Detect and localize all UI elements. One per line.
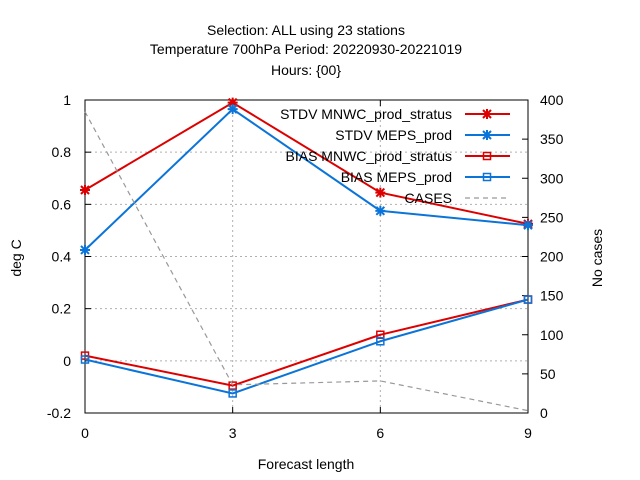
y-tick-label: 0.8 — [52, 144, 72, 160]
series-line — [84, 107, 529, 251]
x-tick-label: 3 — [229, 425, 237, 441]
x-tick-label: 0 — [81, 425, 89, 441]
square-marker — [228, 381, 237, 390]
y2-axis-label: No cases — [589, 229, 605, 287]
title-line-3: Hours: {00} — [271, 62, 341, 78]
square-marker — [80, 355, 90, 364]
y-tick-label: -0.2 — [47, 405, 71, 421]
y2-tick-label: 150 — [540, 288, 564, 304]
star-marker — [375, 205, 386, 216]
star-marker — [227, 104, 238, 115]
title-line-2: Temperature 700hPa Period: 20220930-2022… — [150, 41, 462, 57]
x-axis-label: Forecast length — [258, 456, 355, 472]
title-line-1: Selection: ALL using 23 stations — [207, 22, 405, 38]
y2-tick-label: 300 — [540, 170, 564, 186]
square-marker — [228, 389, 237, 398]
legend-label: BIAS MEPS_prod — [341, 169, 452, 185]
y2-tick-label: 350 — [540, 131, 564, 147]
axes: -0.2 0 0.2 0.4 0.6 0.8 1 0 50 100 150 200 250 300 350 4… — [47, 92, 564, 441]
y-tick-label: 0.2 — [52, 301, 72, 317]
star-marker — [80, 244, 90, 255]
y2-tick-label: 50 — [540, 366, 556, 382]
square-marker — [523, 295, 533, 304]
square-marker — [482, 151, 492, 161]
series-line — [84, 298, 529, 387]
legend-label: STDV MEPS_prod — [335, 127, 452, 143]
y-tick-label: 0 — [63, 353, 71, 369]
legend: STDV MNWC_prod_stratus STDV MEPS_prod BIAS… — [280, 106, 510, 206]
y-tick-label: 1 — [63, 92, 71, 108]
y2-tick-label: 200 — [540, 249, 564, 265]
y2-tick-label: 0 — [540, 405, 548, 421]
star-marker — [523, 220, 533, 231]
star-marker — [375, 187, 386, 198]
legend-label: CASES — [405, 190, 452, 206]
series-layer — [80, 97, 533, 412]
chart-title: Selection: ALL using 23 stations Tempera… — [150, 22, 462, 78]
y-tick-label: 0.4 — [52, 249, 72, 265]
y-axis-label: deg C — [8, 239, 24, 276]
x-tick-label: 9 — [524, 425, 532, 441]
x-tick-label: 6 — [376, 425, 384, 441]
star-marker — [482, 130, 492, 140]
series-line — [84, 111, 529, 412]
plot-frame — [84, 99, 529, 414]
star-marker — [80, 184, 90, 195]
y2-tick-label: 100 — [540, 327, 564, 343]
y2-tick-label: 400 — [540, 92, 564, 108]
series-line — [84, 101, 529, 225]
series-line — [84, 298, 529, 395]
y-tick-label: 0.6 — [52, 196, 72, 212]
star-marker — [482, 109, 492, 119]
legend-label: STDV MNWC_prod_stratus — [280, 106, 452, 122]
legend-label: BIAS MNWC_prod_stratus — [286, 148, 453, 164]
square-marker — [482, 172, 492, 182]
y2-tick-label: 250 — [540, 209, 564, 225]
square-marker — [376, 337, 385, 346]
